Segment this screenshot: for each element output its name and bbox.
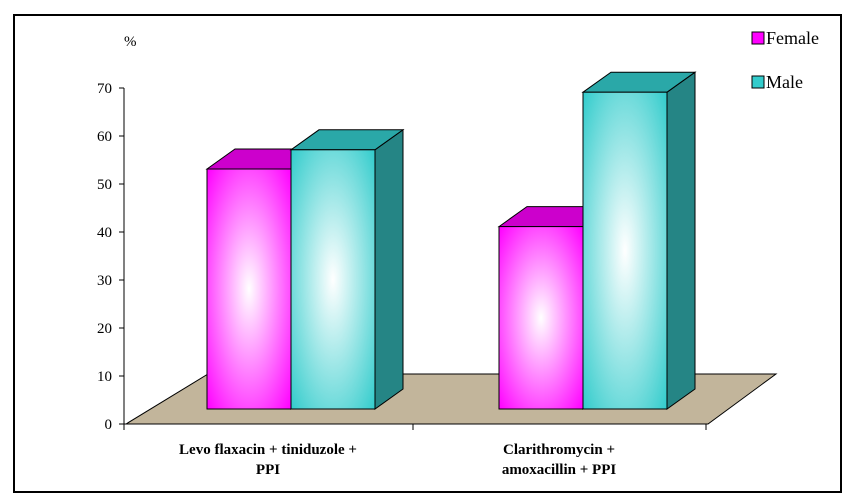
y-tick-label: 10 bbox=[97, 369, 112, 385]
x-category-label: Clarithromycin + bbox=[503, 442, 615, 458]
x-category-label: Levo flaxacin + tiniduzole + bbox=[179, 442, 357, 458]
legend-swatch-female bbox=[751, 31, 765, 45]
x-category-label: PPI bbox=[256, 462, 280, 478]
y-tick-label: 0 bbox=[105, 417, 113, 433]
legend: Female Male bbox=[751, 28, 819, 92]
bar-male-1 bbox=[289, 128, 405, 410]
bar-male-2 bbox=[581, 71, 697, 410]
legend-label-female: Female bbox=[766, 28, 819, 48]
y-tick-label: 60 bbox=[97, 129, 112, 145]
y-tick-label: 40 bbox=[97, 225, 112, 241]
x-categories: Levo flaxacin + tiniduzole + PPI Clarithro… bbox=[179, 442, 616, 478]
bar-side-face bbox=[666, 71, 696, 410]
bar-front-face bbox=[206, 168, 292, 410]
legend-swatch-male bbox=[751, 75, 765, 89]
y-tick-label: 70 bbox=[97, 81, 112, 97]
bar-front-face bbox=[290, 149, 376, 410]
x-category-label: amoxacillin + PPI bbox=[502, 462, 617, 478]
y-tick-label: 30 bbox=[97, 273, 112, 289]
legend-label-male: Male bbox=[766, 72, 803, 92]
y-tick-label: 50 bbox=[97, 177, 112, 193]
bars bbox=[205, 71, 697, 410]
y-axis-label: % bbox=[124, 34, 137, 50]
bar-front-face bbox=[582, 91, 668, 410]
bar-side-face bbox=[374, 128, 404, 410]
bar-front-face bbox=[498, 226, 584, 410]
y-tick-label: 20 bbox=[97, 321, 112, 337]
y-ticks: 0 10 20 30 40 50 60 70 bbox=[97, 81, 707, 433]
